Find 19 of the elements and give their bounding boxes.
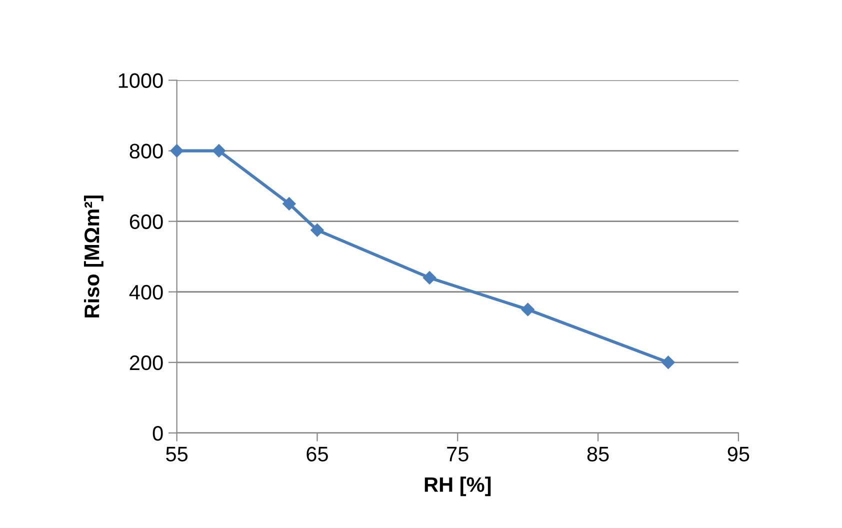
point bbox=[310, 224, 324, 237]
point bbox=[212, 144, 226, 158]
y-tick-label: 600 bbox=[130, 214, 163, 230]
x-tick-label: 75 bbox=[447, 446, 468, 462]
y-tick-label: 1000 bbox=[118, 73, 163, 88]
x-axis-title: RH [%] bbox=[424, 476, 491, 496]
point bbox=[282, 197, 296, 210]
y-axis-title: Riso [MΩm²] bbox=[84, 196, 104, 318]
y-tick-label: 800 bbox=[130, 144, 163, 159]
x-tick-label: 65 bbox=[306, 446, 328, 462]
y-tick-label: 0 bbox=[152, 426, 163, 441]
x-tick-label: 95 bbox=[728, 446, 750, 462]
x-tick-label: 55 bbox=[166, 446, 188, 462]
y-tick-label: 400 bbox=[129, 284, 163, 300]
point bbox=[422, 271, 436, 284]
point bbox=[662, 356, 675, 370]
point bbox=[521, 302, 534, 316]
x-tick-label: 85 bbox=[587, 446, 609, 462]
y-tick-label: 200 bbox=[130, 355, 163, 370]
